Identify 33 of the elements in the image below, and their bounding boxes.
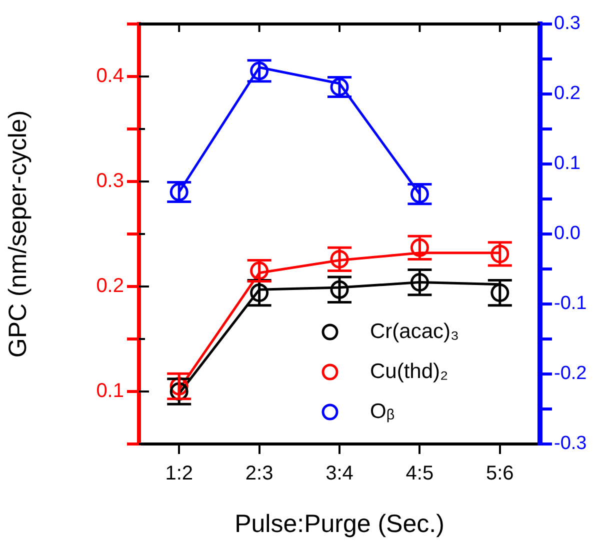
- point: [330, 280, 349, 299]
- legend-label: Cr(acac)₃: [370, 320, 460, 343]
- y2-tick-label: 0.3: [554, 13, 580, 34]
- point: [330, 78, 349, 96]
- x-tick-label: 4:5: [406, 462, 434, 485]
- x-tick-label: 1:2: [165, 462, 194, 485]
- y2-tick-label: 0.1: [554, 153, 580, 174]
- y2-tick-label: -0.3: [554, 433, 587, 454]
- point: [330, 250, 349, 268]
- y-axis-title: GPC (nm/seper-cycle): [4, 110, 32, 358]
- point: [250, 62, 269, 80]
- y-tick-label: 0.1: [96, 380, 124, 402]
- y-tick-label: 0.2: [96, 275, 124, 298]
- legend-label: Oᵦ: [370, 400, 394, 423]
- point: [170, 182, 188, 202]
- y2-tick-label: 0.0: [554, 223, 580, 244]
- point: [410, 184, 429, 204]
- x-tick-label: 2:3: [245, 462, 274, 485]
- y2-tick-label: -0.1: [554, 293, 587, 314]
- y-tick-label: 0.3: [96, 170, 124, 192]
- x-tick-label: 5:6: [486, 462, 514, 485]
- point: [410, 238, 429, 257]
- y2-tick-label: 0.2: [554, 83, 580, 104]
- x-axis-title: Pulse:Purge (Sec.): [234, 510, 444, 538]
- point: [490, 284, 510, 302]
- point: [490, 244, 510, 264]
- legend-label: Cu(thd)₂: [370, 360, 448, 383]
- y2-tick-label: -0.2: [554, 363, 587, 384]
- point: [410, 273, 429, 292]
- point: [250, 284, 269, 302]
- y-tick-label: 0.4: [96, 65, 124, 88]
- x-tick-label: 3:4: [326, 462, 354, 485]
- point: [250, 262, 269, 280]
